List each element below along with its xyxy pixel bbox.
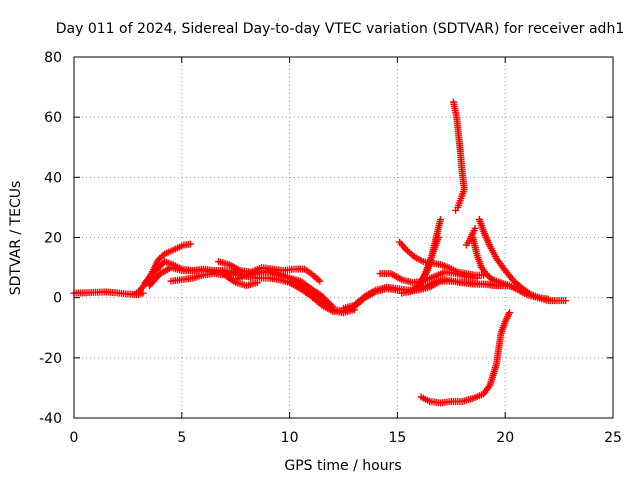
data-point [487, 274, 495, 282]
x-axis-label: GPS time / hours [284, 458, 401, 474]
x-tick-label: 10 [281, 430, 299, 446]
grid-lines [74, 57, 613, 418]
data-point [186, 240, 194, 248]
plot-frame [73, 56, 614, 419]
series-s3 [141, 258, 401, 315]
x-tick-label: 0 [70, 430, 79, 446]
series-s18 [475, 215, 552, 303]
data-point [506, 309, 514, 317]
series-s13 [411, 234, 442, 294]
x-tick-label: 20 [496, 430, 514, 446]
series-s17 [469, 234, 570, 305]
axis-ticks: 0 5 10 15 20 25 -40 -20 0 20 40 60 80 [39, 50, 622, 446]
y-tick-label: -20 [39, 351, 62, 367]
data-point [329, 303, 337, 311]
series-s15 [449, 98, 468, 214]
y-tick-label: 60 [44, 110, 62, 126]
y-axis-label: SDTVAR / TECUs [8, 181, 24, 296]
x-tick-label: 5 [177, 430, 186, 446]
series-s11 [396, 238, 488, 279]
data-point [544, 295, 552, 303]
y-tick-label: 0 [53, 291, 62, 307]
data-point [452, 206, 460, 214]
data-point [437, 215, 445, 223]
series-s6 [214, 258, 324, 285]
y-tick-label: -40 [39, 411, 62, 427]
x-tick-label: 25 [604, 430, 622, 446]
series-s14 [417, 309, 514, 407]
data-point [316, 277, 324, 285]
series-s1 [70, 288, 147, 299]
y-tick-label: 40 [44, 170, 62, 186]
data-point [159, 252, 167, 260]
y-tick-label: 80 [44, 50, 62, 66]
y-tick-label: 20 [44, 231, 62, 247]
data-series [70, 98, 570, 407]
chart-title: Day 011 of 2024, Sidereal Day-to-day VTE… [56, 21, 624, 37]
data-point [434, 234, 442, 241]
data-point [327, 301, 335, 309]
series-s16 [462, 224, 479, 249]
data-point [253, 279, 261, 287]
x-tick-label: 15 [388, 430, 406, 446]
data-point [562, 297, 570, 305]
series-s7 [232, 267, 337, 311]
data-point [471, 224, 479, 232]
